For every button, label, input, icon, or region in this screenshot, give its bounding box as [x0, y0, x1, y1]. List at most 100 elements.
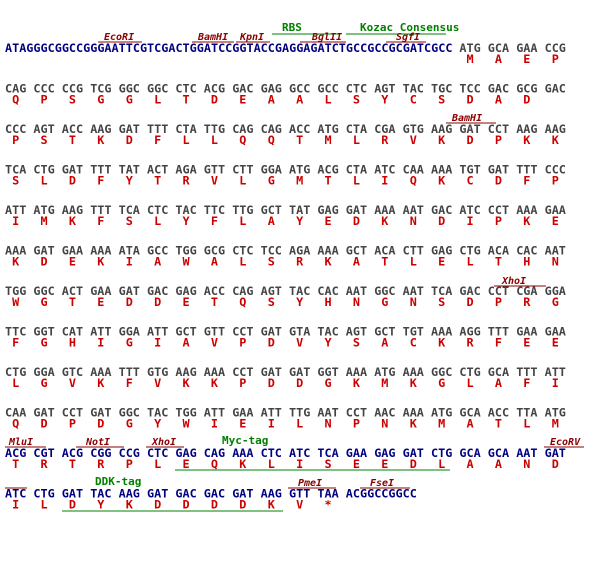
amino-acid: L [523, 417, 530, 431]
amino-acid: S [325, 457, 332, 471]
codon: ATG [545, 406, 566, 420]
codon: TTT [488, 325, 509, 339]
codon: TAC [317, 325, 338, 339]
codon: GCG [516, 82, 537, 96]
amino-acid: V [296, 336, 303, 350]
enzyme-label: SgfI [396, 32, 420, 43]
amino-acid: D [126, 295, 133, 309]
amino-acid: M [467, 52, 474, 66]
codon: ACT [62, 284, 83, 298]
codon: AGA [175, 163, 196, 177]
amino-acid: G [381, 295, 388, 309]
amino-acid: H [325, 295, 332, 309]
amino-acid: R [41, 457, 49, 471]
codon: GAG [175, 284, 196, 298]
amino-acid: I [12, 214, 19, 228]
codon: CAA [403, 163, 424, 177]
codon: GCC [147, 244, 168, 258]
codon: GAT [459, 122, 480, 136]
codon: AAC [374, 406, 395, 420]
codon: AAA [5, 244, 26, 258]
codon: GAT [403, 446, 424, 460]
codon: GCA [459, 406, 480, 420]
amino-acid: G [438, 376, 445, 390]
codon: CCT [488, 203, 509, 217]
amino-acid: L [296, 417, 303, 431]
amino-acid: D [467, 133, 474, 147]
codon: TGG [175, 244, 196, 258]
amino-acid: Q [410, 174, 417, 188]
codon: AGT [33, 122, 54, 136]
amino-acid: T [296, 133, 303, 147]
amino-acid: T [183, 93, 190, 107]
codon: GGT [317, 365, 338, 379]
codon: GCA [488, 41, 509, 55]
amino-acid: V [410, 133, 417, 147]
enzyme-label: BamHI [451, 113, 482, 124]
codon: TTA [516, 406, 537, 420]
codon: CTG [33, 487, 54, 501]
codon: AAT [317, 406, 338, 420]
amino-acid: G [126, 336, 133, 350]
amino-acid: P [495, 295, 502, 309]
codon: TTT [516, 163, 537, 177]
codon: GAA [516, 41, 537, 55]
codon: GAT [33, 244, 54, 258]
amino-acid: M [438, 417, 445, 431]
codon: GAT [62, 163, 83, 177]
amino-acid: V [154, 376, 161, 390]
amino-acid: N [523, 457, 530, 471]
amino-acid: P [495, 214, 502, 228]
codon: ATT [90, 325, 111, 339]
codon: CTG [33, 163, 54, 177]
amino-acid: A [467, 417, 474, 431]
codon: CTT [232, 163, 253, 177]
amino-acid: K [410, 417, 418, 431]
codon: GCT [261, 203, 282, 217]
amino-acid: K [211, 376, 219, 390]
codon: CTG [459, 244, 480, 258]
amino-acid: V [211, 174, 218, 188]
amino-acid: Y [183, 214, 191, 228]
amino-acid: T [69, 295, 76, 309]
amino-acid: D [296, 376, 303, 390]
amino-acid: I [381, 174, 388, 188]
codon: GTT [289, 487, 310, 501]
amino-acid: K [523, 214, 531, 228]
codon: ATC [374, 163, 395, 177]
amino-acid: Y [325, 336, 333, 350]
amino-acid: Q [239, 295, 246, 309]
amino-acid: Y [296, 295, 304, 309]
amino-acid: A [211, 255, 218, 269]
codon: ATA [119, 244, 140, 258]
codon: AAA [431, 163, 452, 177]
codon: TCG [90, 82, 111, 96]
codon: CCT [488, 122, 509, 136]
amino-acid: K [97, 133, 105, 147]
codon: GAG [175, 446, 196, 460]
amino-acid: S [353, 336, 360, 350]
codon: GGA [545, 284, 566, 298]
amino-acid: * [325, 498, 332, 512]
amino-acid: F [495, 336, 502, 350]
codon: ATG [459, 41, 480, 55]
codon: CAA [5, 406, 26, 420]
codon: GGC [33, 284, 54, 298]
codon: GGA [261, 163, 282, 177]
codon: GAA [516, 325, 537, 339]
amino-acid: K [97, 255, 105, 269]
amino-acid: L [239, 255, 246, 269]
codon: CTA [346, 163, 367, 177]
codon: GAT [33, 406, 54, 420]
codon: GAA [232, 406, 253, 420]
amino-acid: H [69, 336, 76, 350]
codon: CTA [346, 122, 367, 136]
feature-label: DDK-tag [95, 475, 141, 488]
codon: AAA [516, 203, 537, 217]
codon: TTT [147, 122, 168, 136]
amino-acid: T [154, 174, 161, 188]
amino-acid: R [296, 255, 304, 269]
amino-acid: P [552, 52, 559, 66]
codon: GAA [62, 244, 83, 258]
codon: ATT [545, 365, 566, 379]
